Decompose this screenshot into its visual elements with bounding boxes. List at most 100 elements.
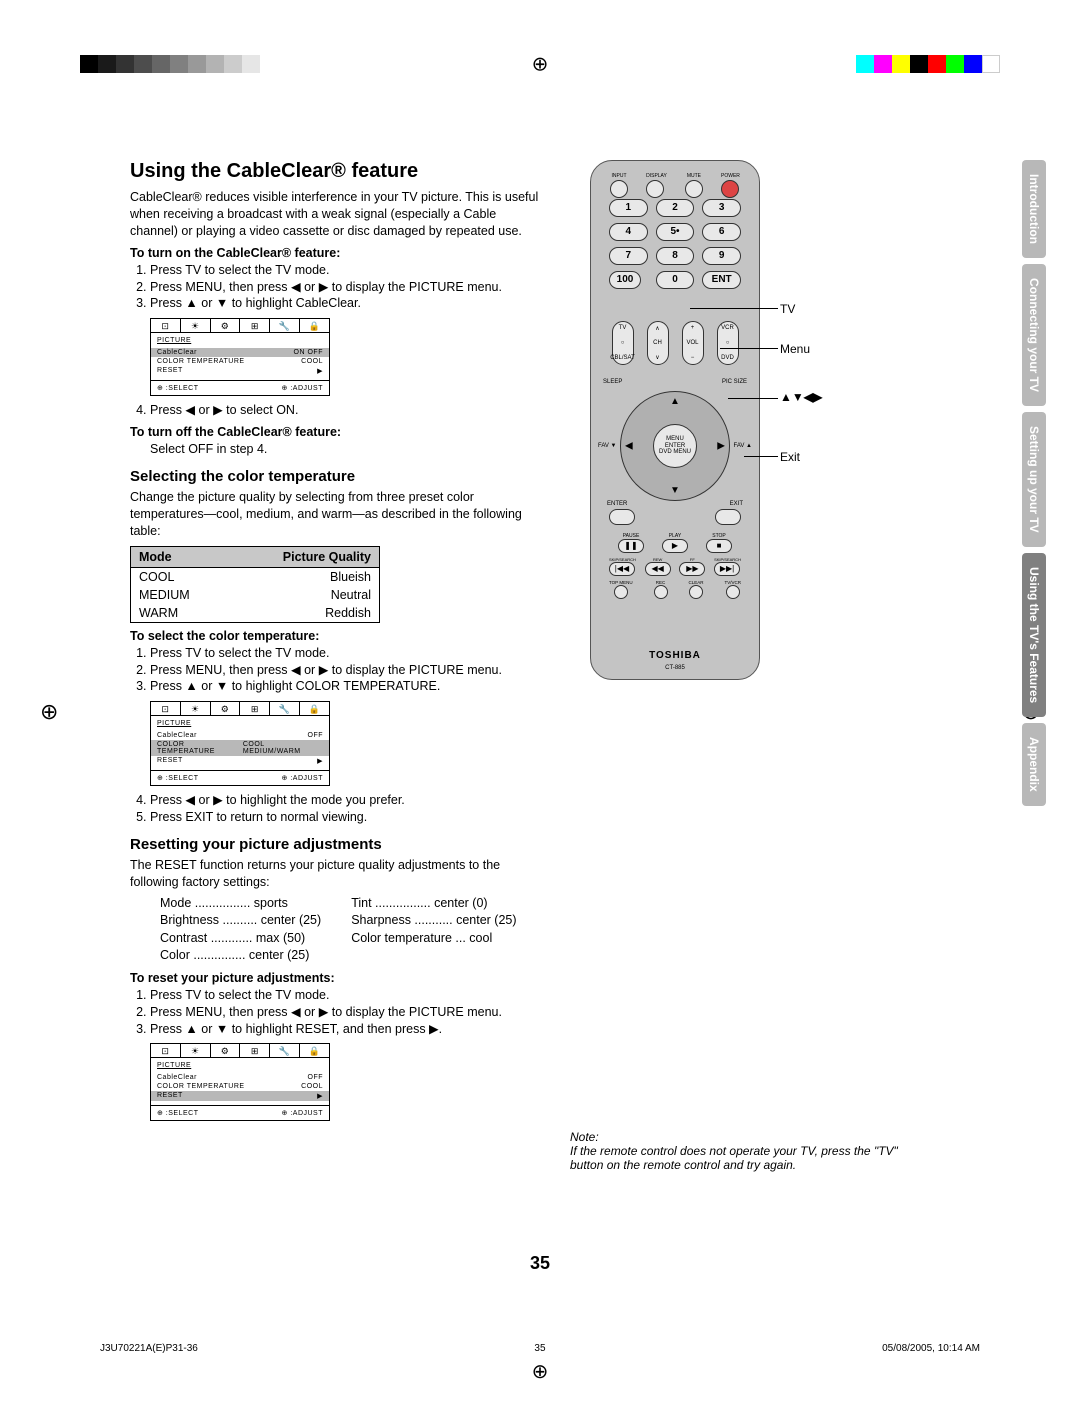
body-text: Change the picture quality by selecting … (130, 489, 540, 540)
osd-foot-left: ⊕ :SELECT (157, 1109, 199, 1117)
remote-100-button: 100 (609, 271, 641, 289)
callout-arrows: ▲▼◀▶ (780, 390, 822, 404)
osd-title: PICTURE (157, 1062, 323, 1069)
osd-row: CableClearOFF (157, 731, 323, 740)
down-arrow-icon: ▼ (670, 485, 680, 496)
remote-num-5•: 5• (656, 223, 695, 241)
body-text: The RESET function returns your picture … (130, 857, 540, 891)
osd-row: CableClearON OFF (151, 348, 329, 357)
remote-num-8: 8 (656, 247, 695, 265)
step-item: Press ◀ or ▶ to highlight the mode you p… (150, 792, 540, 809)
chapter-tab: Appendix (1022, 723, 1046, 806)
callout-tv: TV (780, 302, 795, 316)
osd-tab: ☀ (181, 319, 211, 332)
osd-row: COLOR TEMPERATURECOOL MEDIUM/WARM (151, 740, 329, 756)
table-cell: COOL (131, 567, 228, 586)
footer-right: 05/08/2005, 10:14 AM (882, 1343, 980, 1354)
callout-line (728, 398, 778, 399)
remote-label: ENTER (607, 501, 627, 507)
body-text: Select OFF in step 4. (150, 441, 540, 458)
table-cell: Blueish (228, 567, 380, 586)
osd-tab: ⊡ (151, 702, 181, 715)
remote-topmenu-button (614, 585, 628, 599)
step-item: Press EXIT to return to normal viewing. (150, 809, 540, 826)
osd-tab: ☀ (181, 702, 211, 715)
remote-pause-button: ❚❚ (618, 539, 644, 553)
osd-row: RESET▶ (157, 756, 323, 766)
osd-tab: ⊡ (151, 1044, 181, 1057)
registration-top: ⊕ (80, 55, 1000, 73)
up-arrow-icon: ▲ (670, 396, 680, 407)
remote-label: FAV ▼ (598, 443, 617, 449)
step-item: Press TV to select the TV mode. (150, 262, 540, 279)
osd-tab: 🔧 (270, 702, 300, 715)
remote-ch-rocker: ∧CH∨ (647, 321, 669, 365)
page-number: 35 (530, 1253, 550, 1274)
factory-settings: Mode ................ sportsBrightness .… (160, 895, 540, 965)
osd-menu-cableclear: ⊡☀⚙⊞🔧🔒 PICTURE CableClearON OFFCOLOR TEM… (150, 318, 330, 396)
remote-control-diagram: INPUTDISPLAYMUTEPOWER 12345•67891000ENT … (590, 160, 760, 680)
osd-tab: 🔧 (270, 1044, 300, 1057)
osd-foot-right: ⊕ :ADJUST (282, 384, 323, 392)
remote-dpad: MENU ENTER DVD MENU ▲ ▼ ◀ ▶ FAV ▼ FAV ▲ (620, 391, 730, 501)
chapter-tab: Setting up your TV (1022, 412, 1046, 547)
subheading: To turn on the CableClear® feature: (130, 246, 540, 260)
note-title: Note: (570, 1130, 930, 1144)
osd-title: PICTURE (157, 337, 323, 344)
callout-menu: Menu (780, 342, 810, 356)
osd-row: COLOR TEMPERATURECOOL (157, 1082, 323, 1091)
subheading: To reset your picture adjustments: (130, 971, 540, 985)
subheading: To turn off the CableClear® feature: (130, 425, 540, 439)
remote-num-9: 9 (702, 247, 741, 265)
osd-tab: ☀ (181, 1044, 211, 1057)
osd-tab: ⊞ (240, 319, 270, 332)
osd-foot-right: ⊕ :ADJUST (282, 1109, 323, 1117)
remote-num-6: 6 (702, 223, 741, 241)
crosshair-icon: ⊕ (40, 699, 58, 725)
crosshair-icon: ⊕ (532, 52, 549, 77)
table-header: Mode (131, 546, 228, 567)
step-item: Press MENU, then press ◀ or ▶ to display… (150, 1004, 540, 1021)
osd-foot-left: ⊕ :SELECT (157, 384, 199, 392)
intro-text: CableClear® reduces visible interference… (130, 189, 540, 240)
right-arrow-icon: ▶ (717, 441, 725, 452)
table-cell: WARM (131, 604, 228, 623)
step-item: Press MENU, then press ◀ or ▶ to display… (150, 279, 540, 296)
section-heading: Resetting your picture adjustments (130, 836, 540, 853)
remote-power-button (721, 180, 739, 198)
remote-rec-button (654, 585, 668, 599)
remote-transport-button: ▶▶ (679, 562, 705, 576)
steps-list: Press TV to select the TV mode.Press MEN… (150, 645, 540, 696)
remote-transport-button: ◀◀ (645, 562, 671, 576)
color-bar (856, 55, 1000, 73)
steps-list: Press ◀ or ▶ to highlight the mode you p… (150, 792, 540, 826)
osd-tab: ⚙ (211, 702, 241, 715)
osd-tab: 🔒 (300, 319, 329, 332)
osd-tab: 🔒 (300, 702, 329, 715)
note-body: If the remote control does not operate y… (570, 1144, 930, 1172)
subheading: To select the color temperature: (130, 629, 540, 643)
osd-row: RESET▶ (151, 1091, 329, 1101)
mode-table: ModePicture Quality COOLBlueishMEDIUMNeu… (130, 546, 380, 623)
osd-row: CableClearOFF (157, 1073, 323, 1082)
footer-left: J3U70221A(E)P31-36 (100, 1343, 198, 1354)
chapter-tab: Connecting your TV (1022, 264, 1046, 406)
steps-list: Press TV to select the TV mode.Press MEN… (150, 262, 540, 313)
osd-tab: ⚙ (211, 319, 241, 332)
crosshair-icon: ⊕ (532, 1359, 549, 1384)
osd-tab: 🔒 (300, 1044, 329, 1057)
remote-tvvcr-button (726, 585, 740, 599)
remote-num-3: 3 (702, 199, 741, 217)
step-item: Press ▲ or ▼ to highlight RESET, and the… (150, 1021, 540, 1038)
remote-tv-cblsat: TV○CBL/SAT (612, 321, 634, 365)
remote-model: CT-885 (591, 665, 759, 671)
step-item: Press ▲ or ▼ to highlight COLOR TEMPERAT… (150, 678, 540, 695)
remote-transport: PAUSE❚❚PLAY▶STOP■ SKIP/SEARCH|◀◀REW◀◀FF▶… (591, 529, 759, 603)
remote-label: EXIT (730, 501, 743, 507)
remote-stop-button: ■ (706, 539, 732, 553)
remote-label: FAV ▲ (734, 443, 753, 449)
callout-exit: Exit (780, 450, 800, 464)
osd-tab: ⊡ (151, 319, 181, 332)
left-arrow-icon: ◀ (625, 441, 633, 452)
remote-mute-button (685, 180, 703, 198)
